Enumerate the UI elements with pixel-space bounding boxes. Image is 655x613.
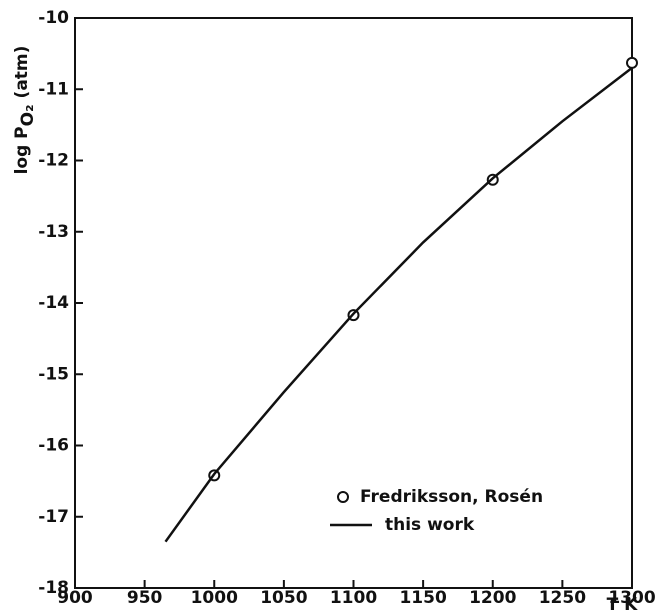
y-tick-label: -16	[38, 436, 69, 456]
y-label-sub: O₂	[18, 104, 38, 126]
x-tick-label: 1000	[191, 588, 238, 608]
y-tick-label: -18	[38, 578, 69, 598]
x-tick-label: 950	[127, 588, 163, 608]
x-tick-label: 1150	[399, 588, 446, 608]
x-tick-label: 1300	[608, 588, 655, 608]
legend-marker	[337, 491, 349, 503]
data-point	[626, 56, 638, 69]
y-tick-label: -12	[38, 151, 69, 171]
x-tick-label: 900	[57, 588, 93, 608]
y-tick-label: -15	[38, 364, 69, 384]
plot-frame	[74, 17, 633, 589]
y-tick-label: -10	[38, 8, 69, 28]
x-tick-label: 1050	[260, 588, 307, 608]
y-label-unit: (atm)	[12, 46, 32, 99]
data-line	[164, 66, 633, 543]
y-tick-label: -14	[38, 293, 69, 313]
x-tick-label: 1100	[330, 588, 377, 608]
y-axis-label: log PO₂ (atm)	[12, 46, 38, 175]
y-tick-label: -13	[38, 222, 69, 242]
y-tick-label: -17	[38, 507, 69, 527]
y-label-main: log P	[12, 126, 32, 174]
legend-label: Fredriksson, Rosén	[360, 487, 543, 507]
legend-label: this work	[385, 515, 475, 535]
x-tick-label: 1200	[469, 588, 516, 608]
x-axis-label: T K	[607, 595, 639, 613]
x-tick-label: 1250	[539, 588, 586, 608]
y-tick-label: -11	[38, 79, 69, 99]
